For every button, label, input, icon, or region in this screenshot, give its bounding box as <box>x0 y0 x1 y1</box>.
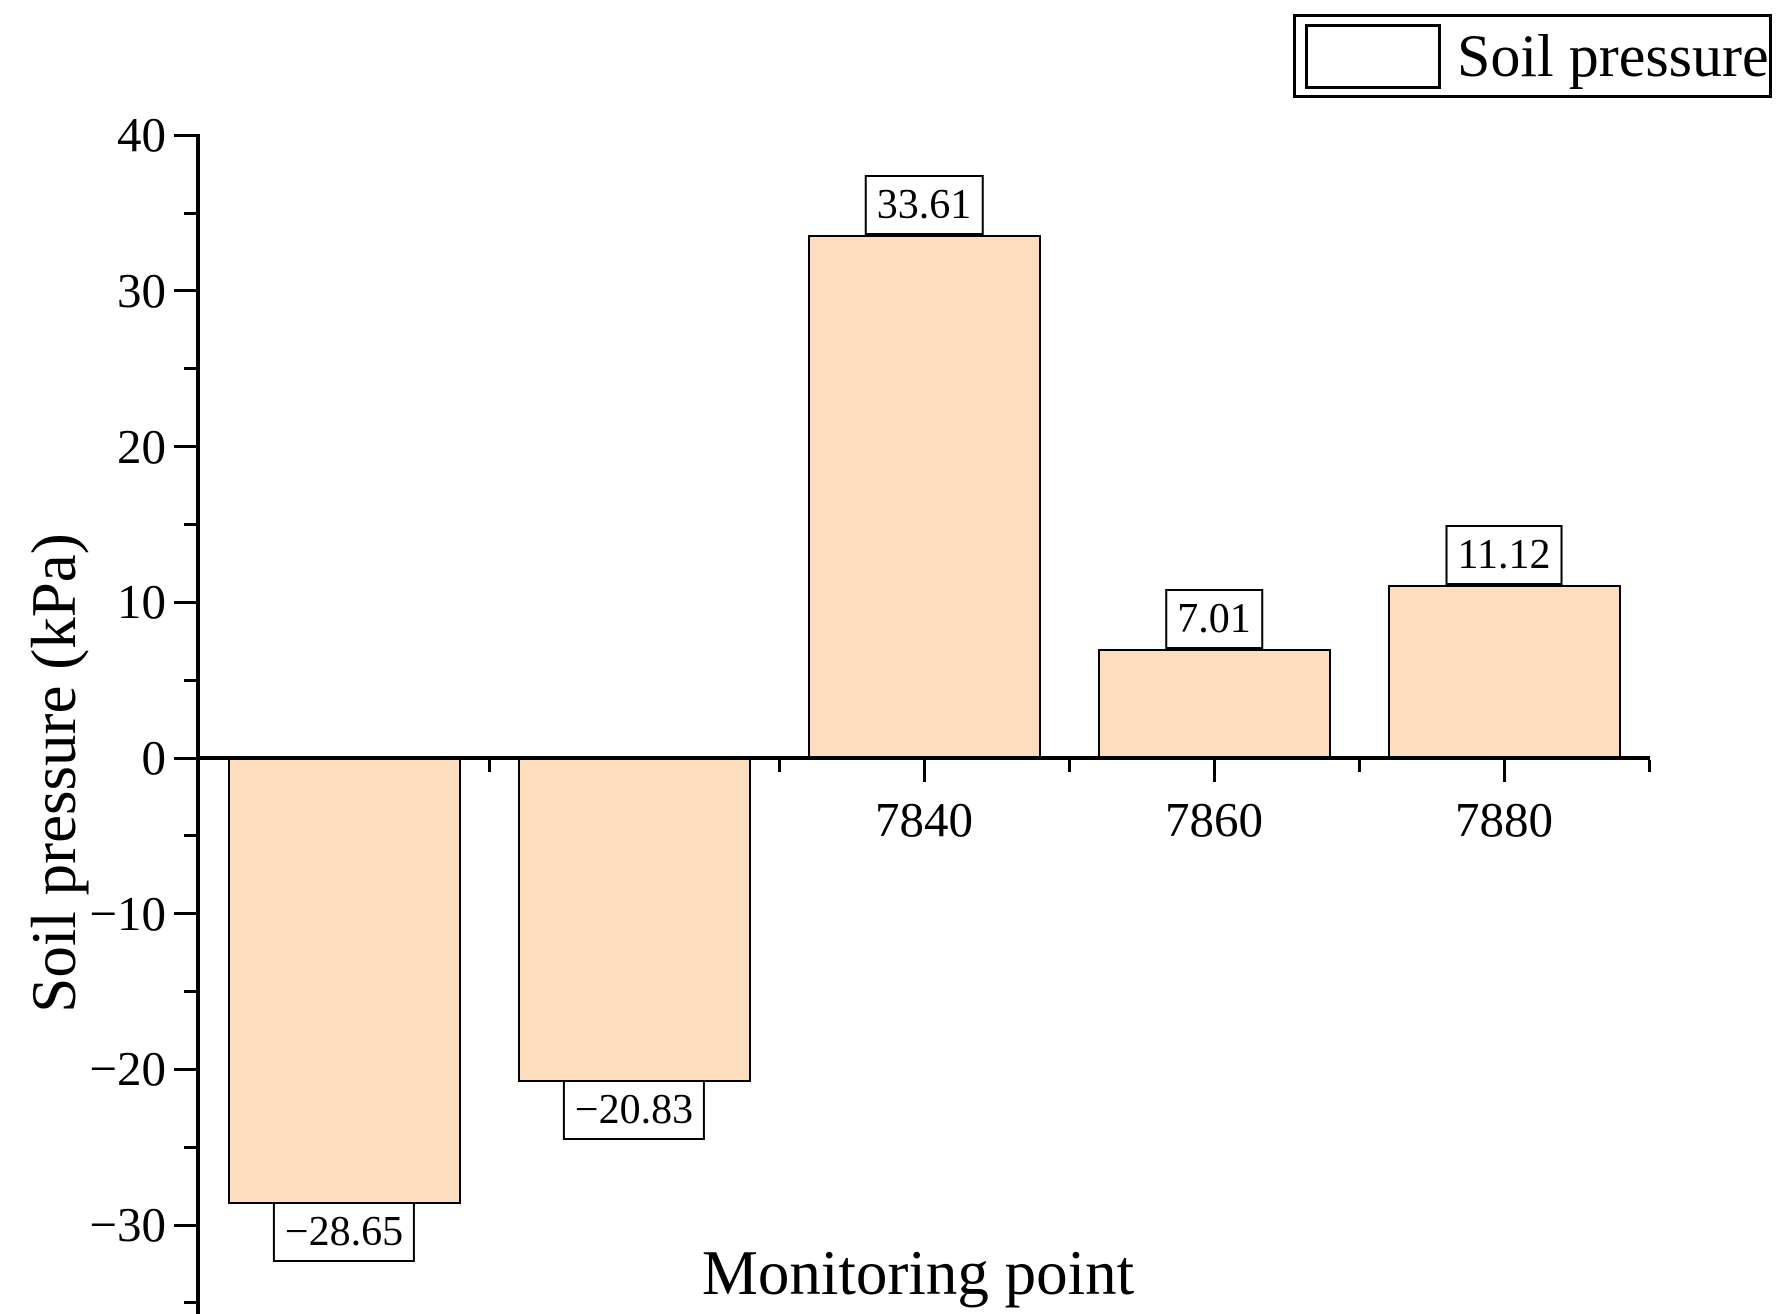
x-axis-spine <box>196 756 1650 760</box>
y-major-tick <box>174 756 196 760</box>
bar-4 <box>1097 648 1331 758</box>
y-major-tick <box>174 1223 196 1227</box>
y-tick-label: 30 <box>117 262 166 318</box>
bar-5 <box>1387 584 1621 758</box>
y-axis-spine <box>196 134 200 1314</box>
bar-3 <box>807 234 1041 758</box>
y-minor-tick <box>184 834 196 838</box>
bar-value-label: −20.83 <box>562 1080 706 1140</box>
bar-value-label: 33.61 <box>864 174 984 235</box>
bar-value-label: 11.12 <box>1445 524 1563 585</box>
y-major-tick <box>174 600 196 604</box>
y-minor-tick <box>184 367 196 371</box>
y-major-tick <box>174 289 196 293</box>
y-tick-label: −10 <box>89 885 166 941</box>
x-major-tick <box>1502 760 1506 782</box>
x-tick-label: 7860 <box>1165 792 1263 847</box>
x-axis-title: Monitoring point <box>701 1238 1135 1308</box>
y-minor-tick <box>184 1301 196 1305</box>
x-tick-label: 7840 <box>875 792 973 847</box>
bar-2 <box>517 758 751 1082</box>
x-minor-tick <box>1357 760 1361 772</box>
x-major-tick <box>922 760 926 782</box>
bar-1 <box>227 758 461 1204</box>
legend: Soil pressure <box>1293 14 1772 98</box>
y-minor-tick <box>184 1145 196 1149</box>
x-major-tick <box>1212 760 1216 782</box>
y-minor-tick <box>184 678 196 682</box>
legend-label: Soil pressure <box>1457 23 1769 89</box>
x-tick-label: 7880 <box>1455 792 1553 847</box>
y-tick-label: 0 <box>141 730 167 785</box>
y-tick-label: 20 <box>117 418 166 474</box>
y-tick-label: −30 <box>89 1197 166 1253</box>
y-major-tick <box>174 912 196 916</box>
y-major-tick <box>174 133 196 137</box>
x-minor-tick <box>777 760 781 772</box>
y-tick-label: −20 <box>89 1041 166 1097</box>
y-tick-label: 40 <box>117 107 166 163</box>
legend-swatch <box>1305 23 1441 89</box>
y-tick-label: 10 <box>117 574 166 630</box>
y-major-tick <box>174 445 196 449</box>
x-minor-tick <box>487 760 491 772</box>
bar-value-label: −28.65 <box>272 1202 416 1262</box>
y-minor-tick <box>184 990 196 994</box>
y-minor-tick <box>184 211 196 215</box>
x-minor-tick <box>1067 760 1071 772</box>
y-minor-tick <box>184 522 196 526</box>
y-major-tick <box>174 1067 196 1071</box>
x-minor-tick <box>1647 760 1651 772</box>
bar-value-label: 7.01 <box>1165 588 1263 649</box>
